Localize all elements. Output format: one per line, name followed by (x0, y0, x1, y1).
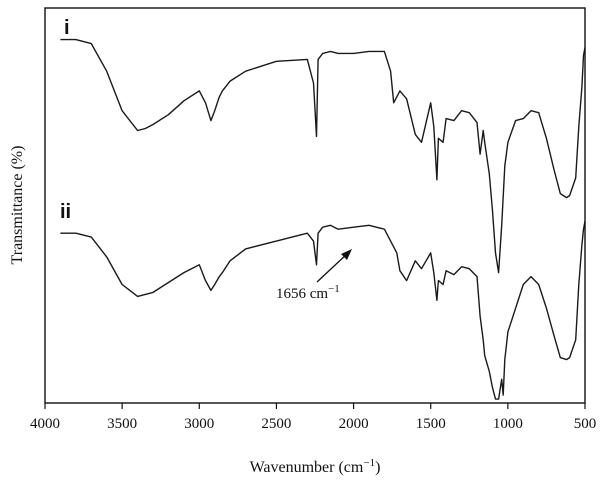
x-tick-label: 2500 (261, 416, 291, 432)
series-line-i (60, 38, 586, 274)
x-tick-label: 4000 (30, 416, 60, 432)
x-tick-label: 3000 (184, 416, 214, 432)
y-axis-title: Transmittance (%) (9, 146, 26, 265)
series-line-ii (60, 221, 586, 400)
x-axis-title: Wavenumber (cm−1) (250, 457, 381, 476)
annotation-label: 1656 cm−1 (276, 283, 340, 302)
x-tick-label: 1500 (416, 416, 446, 432)
annotation-text: 1656 cm (276, 286, 328, 302)
x-tick-label: 3500 (107, 416, 137, 432)
series-label-ii: ii (60, 201, 71, 223)
plot-frame (44, 7, 586, 404)
x-tick-label: 1000 (493, 416, 523, 432)
x-axis-title-text: Wavenumber (cm (250, 459, 364, 476)
annotation-arrow-line (316, 252, 349, 283)
annotation-arrow-head (341, 249, 352, 260)
axes-layer (44, 7, 586, 404)
x-ticks: 4000 3500 3000 2500 2000 1500 1000 500 (30, 403, 596, 432)
x-axis-title-suffix: ) (375, 459, 380, 476)
x-axis-title-superscript: −1 (363, 457, 375, 469)
x-tick-label: 2000 (339, 416, 369, 432)
series-label-i: i (64, 17, 70, 39)
annotation: 1656 cm−1 (276, 249, 352, 302)
annotation-superscript: −1 (328, 283, 340, 295)
x-tick-label: 500 (574, 416, 597, 432)
spectra-layer (60, 38, 586, 400)
